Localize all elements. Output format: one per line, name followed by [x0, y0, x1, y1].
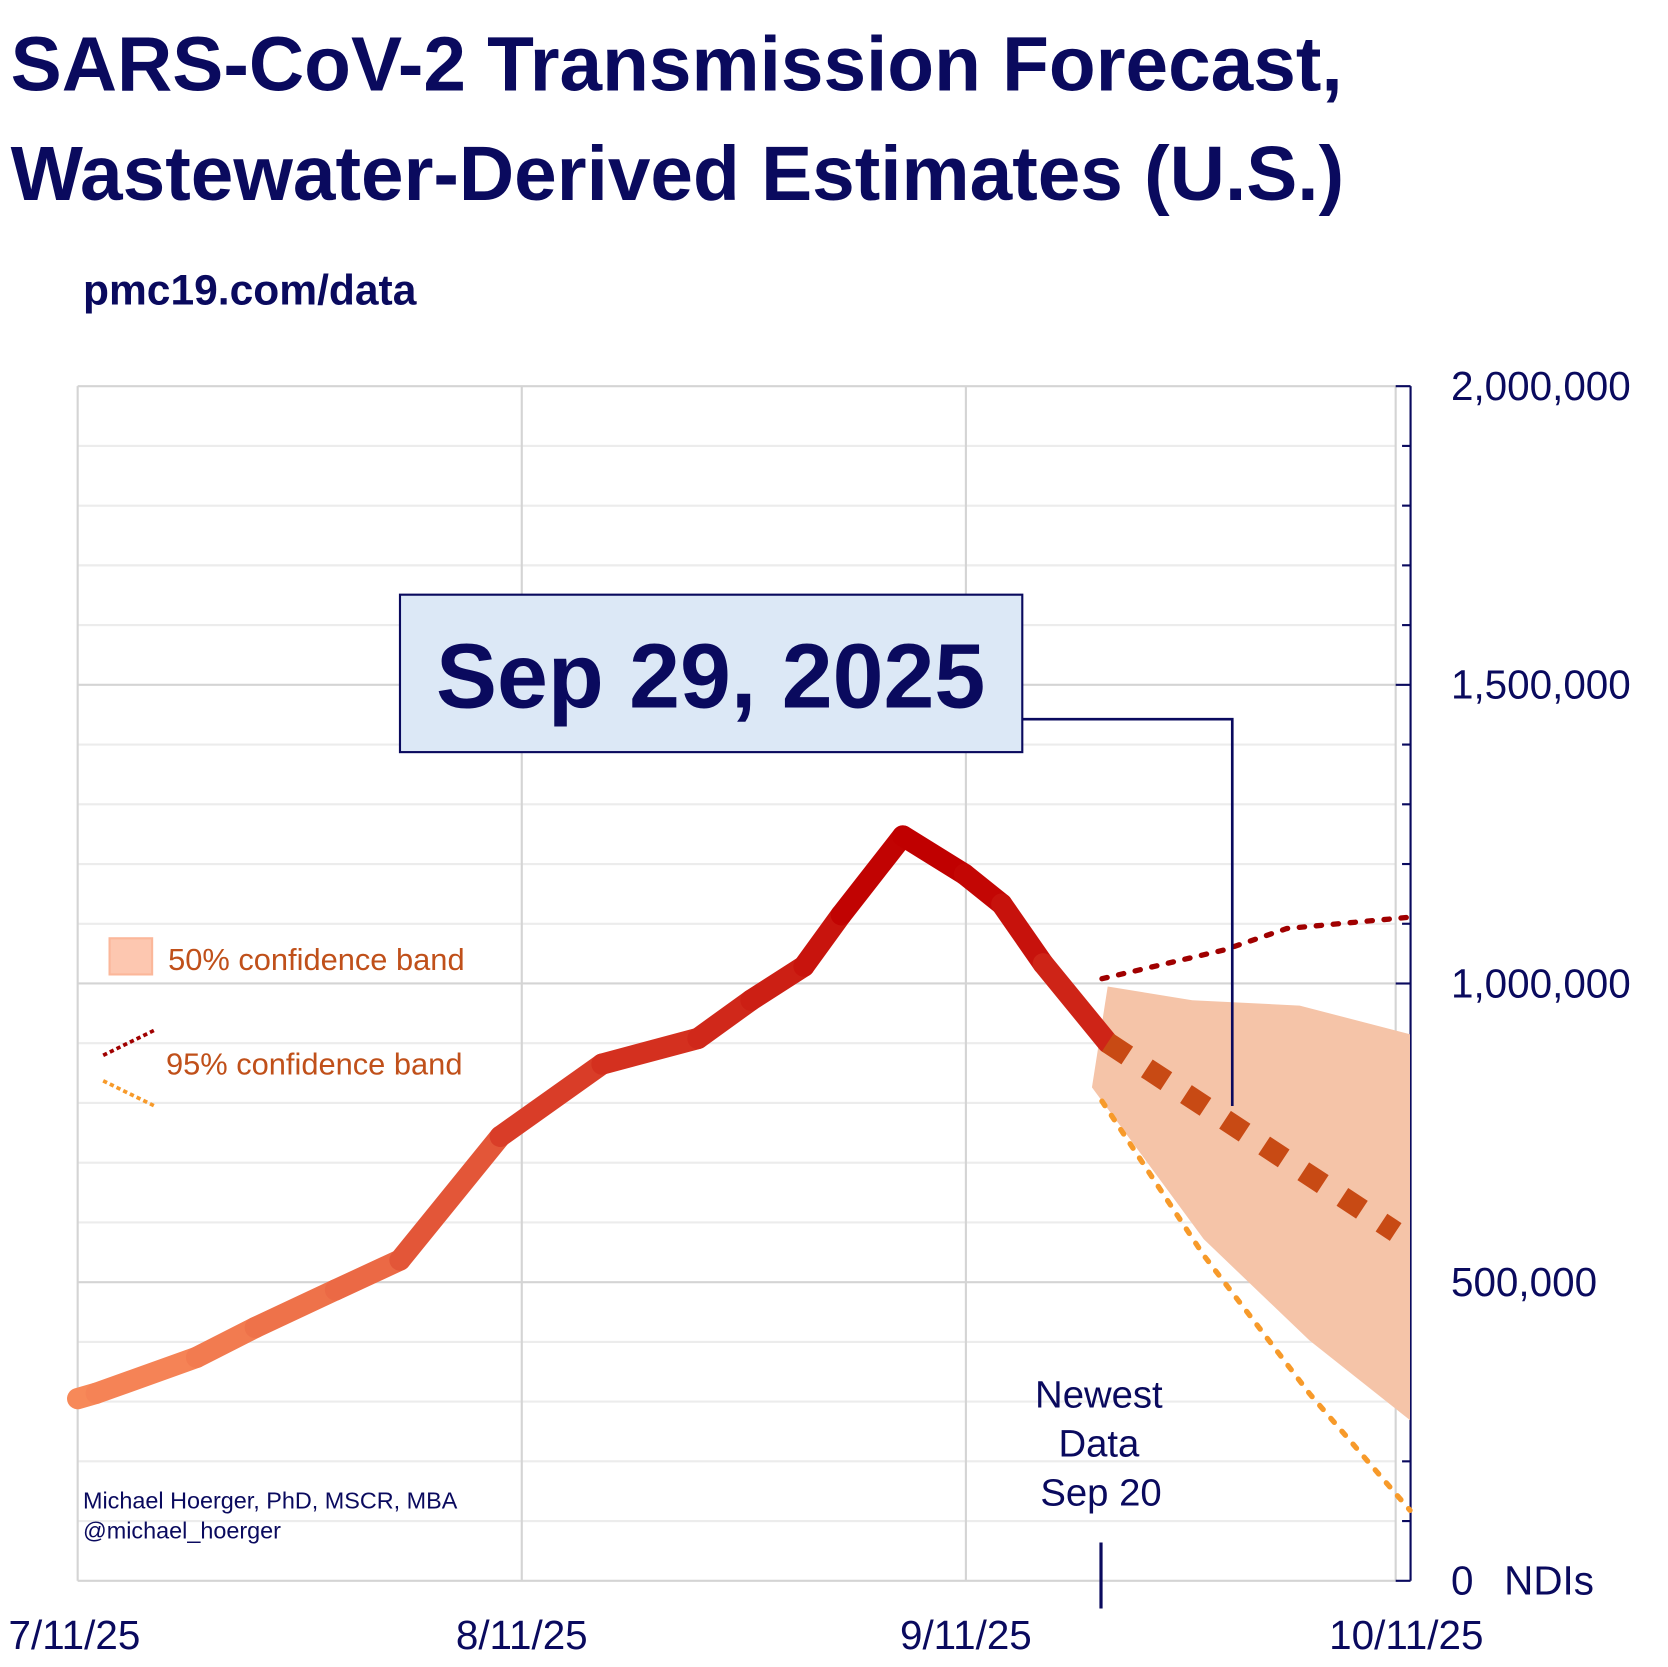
observed-segment [244, 1279, 347, 1339]
newest-data-marker: Newest Data Sep 20 [1035, 1373, 1163, 1609]
band-50 [1091, 986, 1410, 1421]
y-unit-label: NDIs [1504, 1558, 1594, 1604]
band-95-lower [1099, 1098, 1413, 1513]
annotation-date: Sep 29, 2025 [436, 625, 985, 727]
y-axis: 0 500,000 1,000,000 1,500,000 2,000,000 NDIs [1395, 363, 1631, 1604]
forecast-line [1101, 1033, 1402, 1241]
y-tick-label: 2,000,000 [1451, 363, 1631, 409]
newest-line2: Data [1058, 1422, 1140, 1465]
legend-swatch-95-upper [102, 1028, 157, 1057]
annotation-leader [1022, 717, 1234, 1106]
confidence-bands [1091, 914, 1413, 1513]
observed-segment [489, 1053, 613, 1148]
observed-segment [687, 989, 762, 1050]
observed-segment [830, 825, 914, 926]
band-95-upper [1099, 914, 1413, 982]
credit-name: Michael Hoerger, PhD, MSCR, MBA [83, 1487, 458, 1513]
x-tick-label: 8/11/25 [456, 1612, 588, 1658]
observed-line [67, 825, 1119, 1410]
observed-segment [892, 825, 976, 885]
x-axis: 7/11/25 8/11/25 9/11/25 10/11/25 [9, 1612, 1484, 1658]
forecast-segment [1101, 1033, 1402, 1241]
observed-segment [185, 1316, 266, 1369]
legend-swatch-95-lower [102, 1079, 157, 1109]
chart-subtitle: pmc19.com/data [83, 266, 417, 314]
legend-label-50: 50% confidence band [168, 942, 465, 977]
legend: 50% confidence band 95% confidence band [102, 937, 465, 1109]
chart-title-line2: Wastewater-Derived Estimates (U.S.) [11, 132, 1344, 217]
legend-swatch-50 [108, 937, 154, 976]
observed-segment [591, 1027, 709, 1075]
x-tick-label: 9/11/25 [900, 1612, 1032, 1658]
observed-segment [85, 1346, 208, 1404]
gridlines [76, 385, 1397, 1582]
x-tick-label: 7/11/25 [9, 1612, 141, 1658]
newest-line3: Sep 20 [1040, 1471, 1161, 1514]
y-tick-label: 1,500,000 [1451, 662, 1631, 708]
date-annotation: Sep 29, 2025 [398, 593, 1234, 1106]
y-tick-label: 1,000,000 [1451, 960, 1631, 1006]
newest-line1: Newest [1035, 1373, 1163, 1416]
observed-segment [991, 893, 1054, 975]
chart-title-line1: SARS-CoV-2 Transmission Forecast, [11, 22, 1343, 107]
observed-segment [324, 1249, 411, 1301]
y-tick-label: 500,000 [1451, 1259, 1597, 1305]
annotation-box [398, 593, 1024, 754]
observed-segment [1032, 953, 1119, 1054]
x-tick-label: 10/11/25 [1329, 1612, 1483, 1658]
y-tick-label: 0 [1451, 1558, 1473, 1604]
observed-segment [389, 1125, 511, 1271]
credit-handle: @michael_hoerger [83, 1517, 281, 1543]
legend-label-95: 95% confidence band [166, 1046, 463, 1081]
